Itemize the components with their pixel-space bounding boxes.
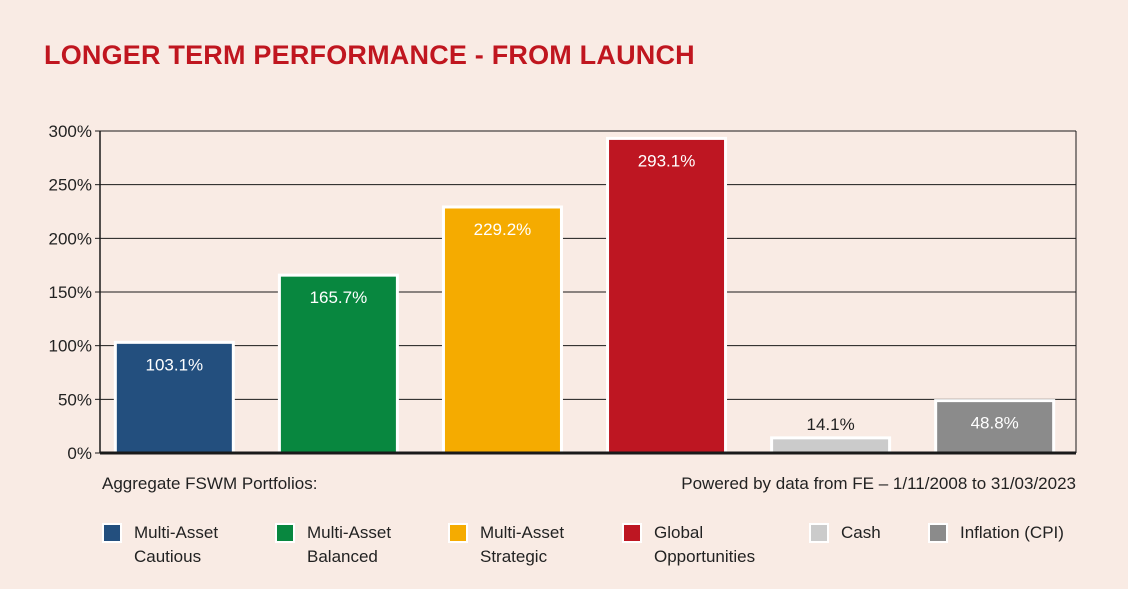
gridlines bbox=[100, 130, 1076, 400]
data-label: 229.2% bbox=[474, 220, 532, 239]
data-label: 165.7% bbox=[310, 288, 368, 307]
data-label: 48.8% bbox=[971, 414, 1019, 433]
y-tick-label: 300% bbox=[49, 122, 92, 141]
legend-swatch-global bbox=[622, 523, 642, 543]
legend-swatch-balanced bbox=[275, 523, 295, 543]
data-source-note: Powered by data from FE – 1/11/2008 to 3… bbox=[681, 474, 1076, 493]
y-tick-label: 100% bbox=[49, 337, 92, 356]
legend-label-line2: Cautious bbox=[134, 547, 202, 566]
legend-swatch-cash bbox=[809, 523, 829, 543]
bar-chart: 0% 50% 100% 150% 200% 250% 300% 103.1% 165.7% 22… bbox=[49, 122, 1077, 463]
legend-label-line1: Inflation (CPI) bbox=[960, 523, 1064, 542]
data-label: 293.1% bbox=[638, 151, 696, 170]
y-axis-ticks: 0% 50% 100% 150% 200% 250% 300% bbox=[49, 122, 100, 463]
chart-title: LONGER TERM PERFORMANCE - FROM LAUNCH bbox=[44, 40, 695, 70]
bar bbox=[606, 136, 728, 455]
data-label: 103.1% bbox=[145, 355, 203, 374]
bar bbox=[770, 436, 892, 455]
legend-item-strategic: Multi-Asset Strategic bbox=[448, 522, 564, 569]
legend-label-line2: Strategic bbox=[480, 547, 548, 566]
legend-label-line1: Multi-Asset bbox=[480, 523, 565, 542]
legend-swatch-strategic bbox=[448, 523, 468, 543]
y-tick-label: 250% bbox=[49, 176, 92, 195]
legend-item-inflation: Inflation (CPI) bbox=[928, 522, 1064, 545]
y-tick-label: 150% bbox=[49, 283, 92, 302]
bars bbox=[113, 136, 1056, 455]
legend-swatch-cautious bbox=[102, 523, 122, 543]
legend-item-cautious: Multi-Asset Cautious bbox=[102, 522, 218, 569]
y-tick-label: 200% bbox=[49, 229, 92, 248]
legend-label-line2: Opportunities bbox=[654, 547, 756, 566]
data-labels: 103.1% 165.7% 229.2% 293.1% 14.1% 48.8% bbox=[145, 151, 1018, 433]
legend-label-line1: Multi-Asset bbox=[134, 523, 219, 542]
data-label: 14.1% bbox=[806, 415, 854, 434]
y-tick-label: 0% bbox=[67, 444, 92, 463]
legend-label-line1: Cash bbox=[841, 523, 881, 542]
y-tick-label: 50% bbox=[58, 390, 92, 409]
legend-item-global: Global Opportunities bbox=[622, 522, 755, 569]
legend-label-line2: Balanced bbox=[307, 547, 378, 566]
legend-item-balanced: Multi-Asset Balanced bbox=[275, 522, 391, 569]
legend-label-line1: Global bbox=[654, 523, 704, 542]
axes bbox=[99, 131, 1077, 455]
portfolios-note: Aggregate FSWM Portfolios: bbox=[102, 474, 318, 493]
bar bbox=[441, 205, 563, 455]
legend-swatch-inflation bbox=[928, 523, 948, 543]
legend-label-line1: Multi-Asset bbox=[307, 523, 392, 542]
legend-item-cash: Cash bbox=[809, 522, 881, 545]
